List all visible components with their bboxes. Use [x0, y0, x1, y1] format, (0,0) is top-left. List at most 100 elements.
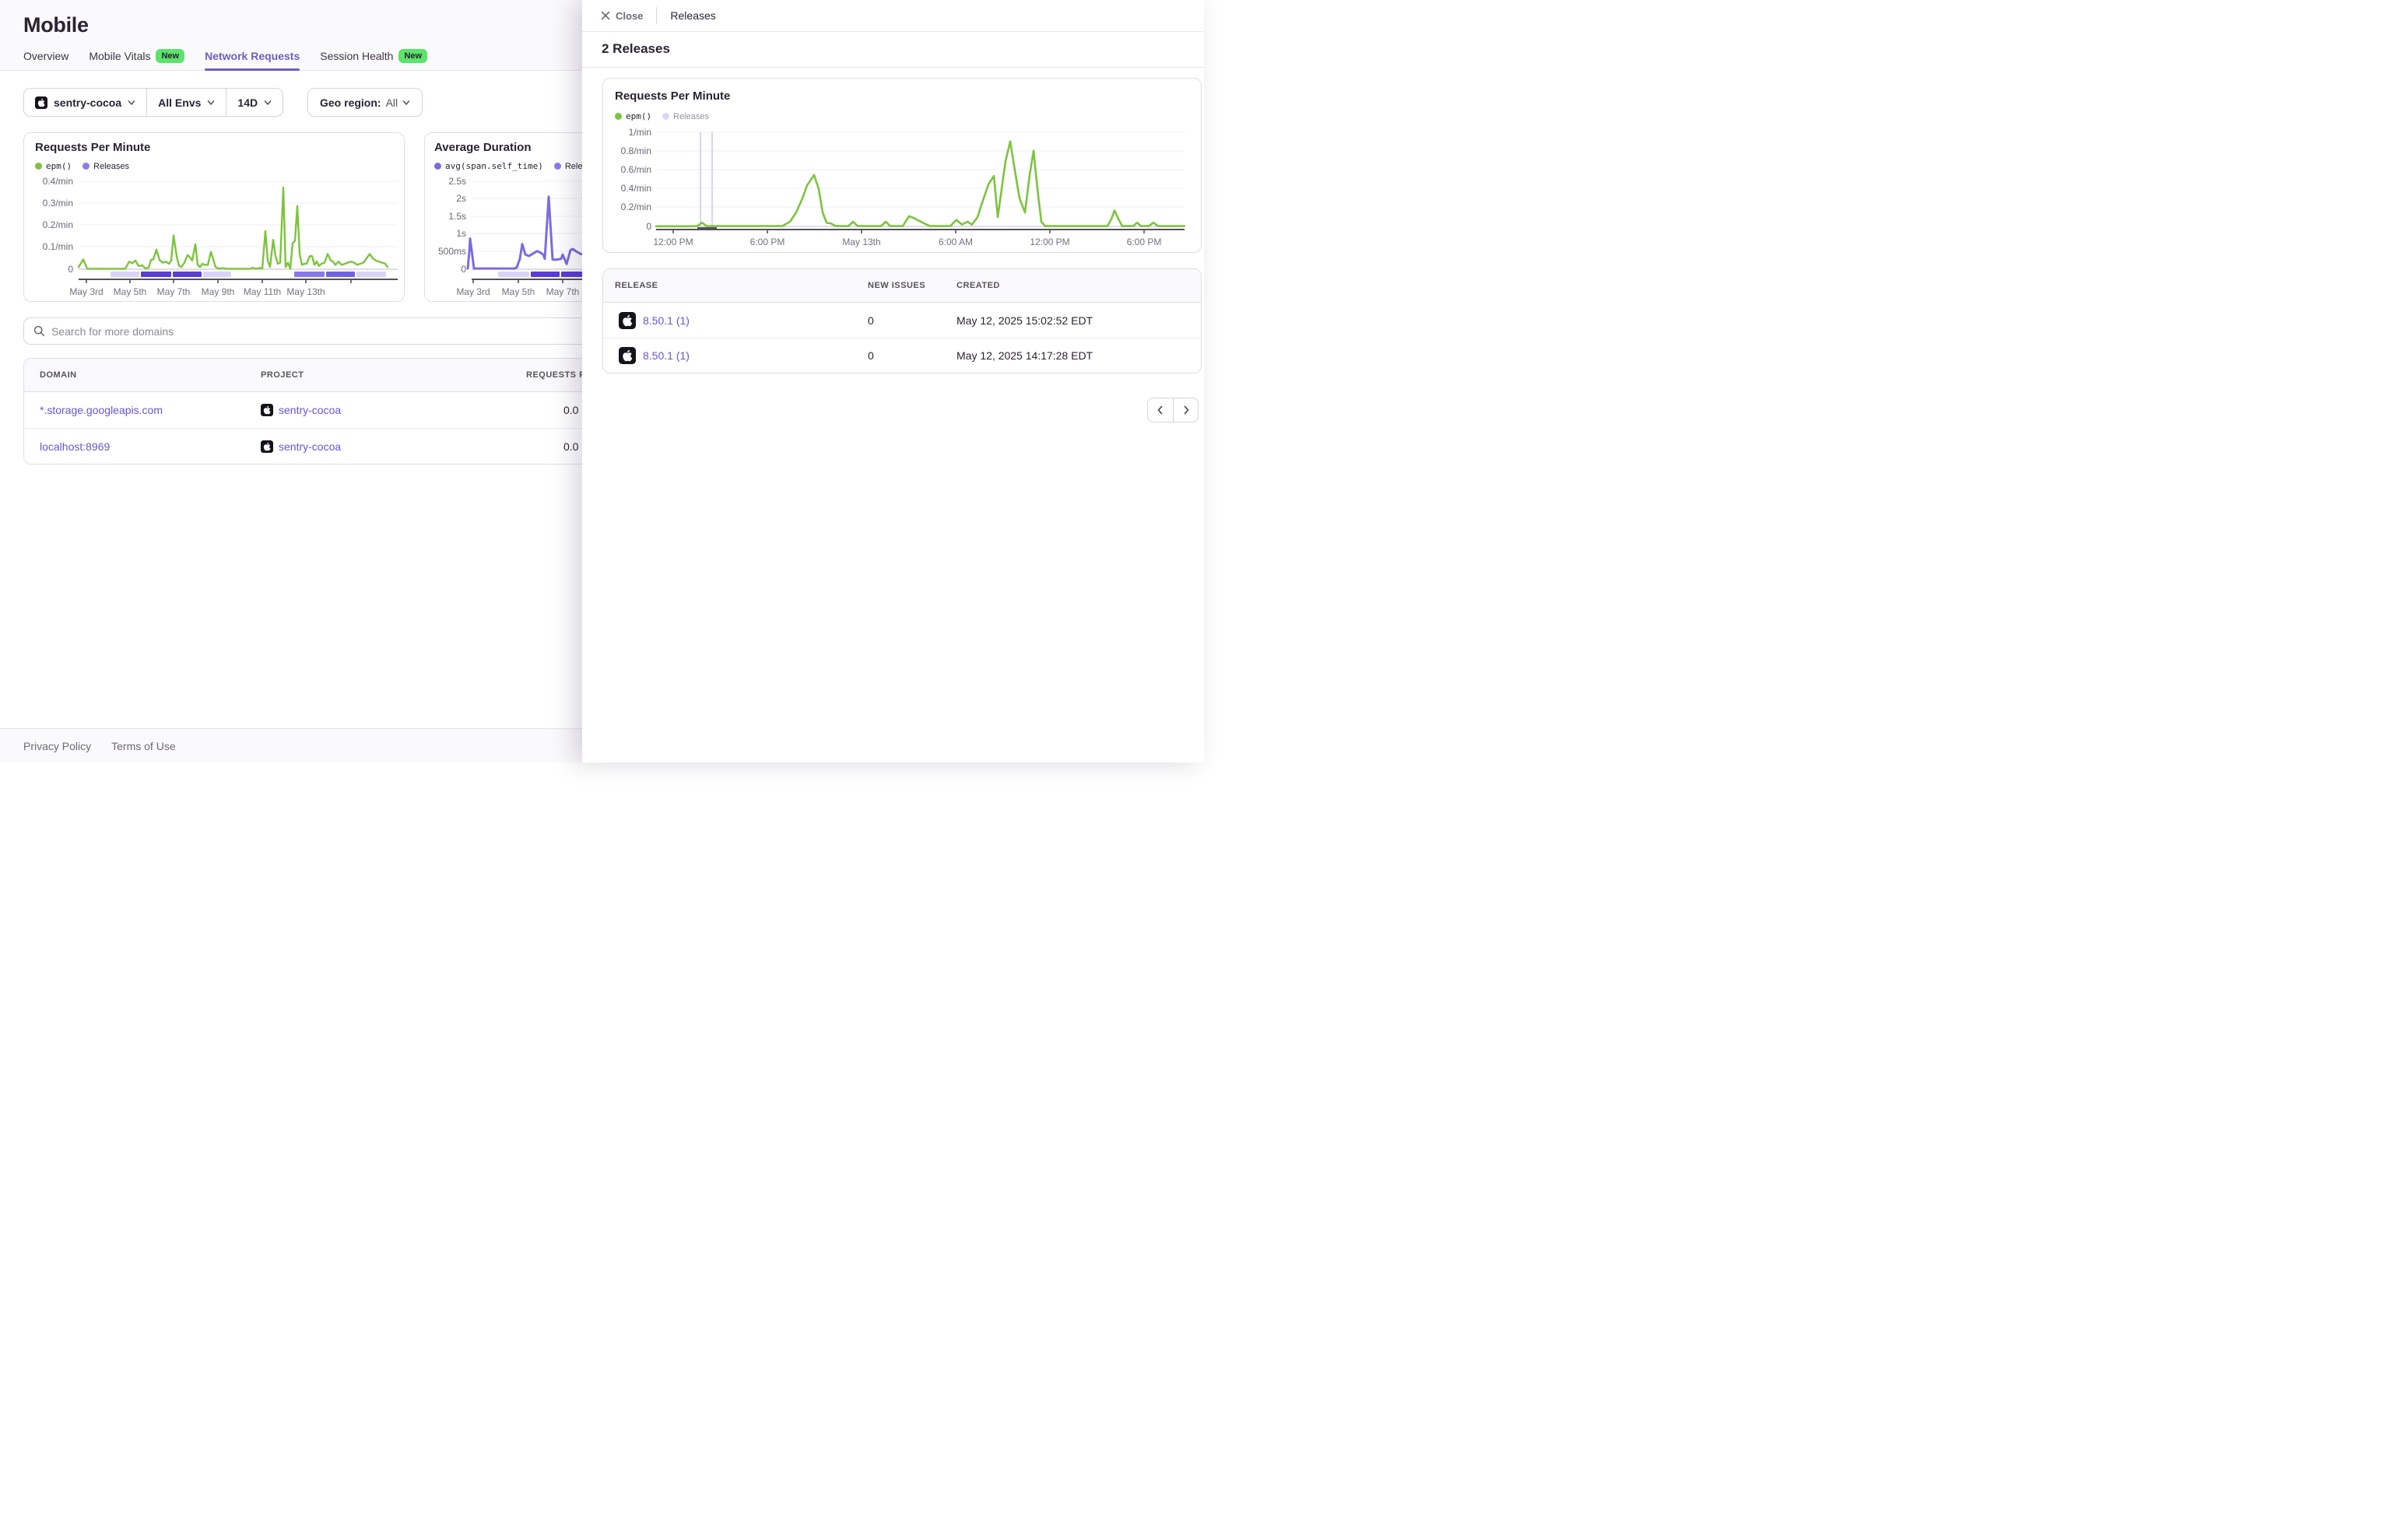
svg-text:1.5s: 1.5s	[448, 211, 466, 222]
svg-text:12:00 PM: 12:00 PM	[1030, 237, 1069, 247]
svg-text:0.8/min: 0.8/min	[621, 145, 651, 156]
geo-region-select[interactable]: Geo region: All	[307, 88, 423, 117]
project-link[interactable]: sentry-cocoa	[279, 404, 342, 416]
chevron-down-icon	[128, 100, 135, 105]
domain-link[interactable]: *.storage.googleapis.com	[40, 404, 163, 416]
legend-releases[interactable]: Releases	[82, 162, 129, 171]
chart-title: Requests Per Minute	[615, 89, 731, 103]
new-issues-value: 0	[868, 314, 874, 327]
legend-dot	[82, 163, 90, 170]
svg-text:0: 0	[461, 264, 466, 275]
svg-text:0.6/min: 0.6/min	[621, 164, 651, 175]
legend-releases[interactable]: Releases	[662, 112, 709, 121]
releases-table-header: RELEASE NEW ISSUES CREATED	[603, 269, 1201, 303]
date-range-select[interactable]: 14D	[226, 89, 283, 116]
created-value: May 12, 2025 14:17:28 EDT	[957, 349, 1093, 362]
apple-icon	[261, 440, 273, 453]
col-release: RELEASE	[615, 281, 658, 290]
legend-epm[interactable]: epm()	[615, 111, 651, 121]
col-created: CREATED	[957, 281, 1000, 290]
apple-icon	[261, 404, 273, 416]
project-select[interactable]: sentry-cocoa	[24, 89, 146, 116]
project-link[interactable]: sentry-cocoa	[279, 440, 342, 453]
close-button[interactable]: Close	[601, 10, 643, 22]
svg-text:May 3rd: May 3rd	[69, 286, 103, 297]
chevron-left-icon	[1157, 405, 1163, 415]
releases-table: RELEASE NEW ISSUES CREATED 8.50.1 (1) 0 …	[602, 268, 1202, 373]
svg-text:May 13th: May 13th	[286, 286, 325, 297]
svg-text:May 7th: May 7th	[157, 286, 191, 297]
tab-session-health[interactable]: Session Health New	[320, 49, 428, 71]
privacy-policy-link[interactable]: Privacy Policy	[23, 739, 92, 752]
divider	[582, 67, 1204, 68]
svg-text:0: 0	[646, 221, 651, 232]
chart-legend: epm() Releases	[615, 111, 709, 121]
legend-dot	[553, 163, 561, 170]
releases-count-heading: 2 Releases	[602, 41, 670, 56]
requests-value: 0.0	[563, 440, 579, 453]
pagination	[1147, 398, 1199, 422]
svg-text:0.2/min: 0.2/min	[621, 202, 651, 212]
page-title: Mobile	[23, 13, 89, 37]
legend-dot	[434, 163, 441, 170]
chart-title: Average Duration	[434, 141, 532, 154]
table-row: 8.50.1 (1) 0 May 12, 2025 14:17:28 EDT	[603, 338, 1201, 373]
chevron-down-icon	[264, 100, 272, 105]
svg-text:6:00 PM: 6:00 PM	[1127, 237, 1162, 247]
svg-text:May 5th: May 5th	[114, 286, 147, 297]
terms-of-use-link[interactable]: Terms of Use	[111, 739, 176, 752]
svg-text:May 3rd: May 3rd	[456, 286, 490, 297]
panel-requests-per-minute-card: 1/min 0.8/min 0.6/min 0.4/min 0.2/min 0 12:00 …	[602, 78, 1202, 253]
chart-legend: avg(span.self_time) Releases	[434, 161, 601, 171]
filter-bar: sentry-cocoa All Envs 14D	[23, 88, 284, 117]
svg-text:0: 0	[68, 264, 73, 275]
svg-text:2s: 2s	[456, 193, 466, 204]
col-new-issues: NEW ISSUES	[868, 281, 926, 290]
svg-text:0.2/min: 0.2/min	[43, 219, 73, 230]
legend-avg-span-self-time[interactable]: avg(span.self_time)	[434, 161, 543, 171]
chevron-down-icon	[208, 100, 215, 105]
requests-per-minute-chart: 0.4/min 0.3/min 0.2/min 0.1/min 0 May 3rd May …	[43, 176, 398, 297]
col-project: PROJECT	[261, 370, 304, 380]
divider	[656, 7, 658, 24]
svg-text:May 11th: May 11th	[244, 286, 281, 297]
svg-text:2.5s: 2.5s	[448, 176, 466, 187]
svg-text:500ms: 500ms	[438, 246, 466, 257]
table-row: 8.50.1 (1) 0 May 12, 2025 15:02:52 EDT	[603, 303, 1201, 338]
svg-text:6:00 PM: 6:00 PM	[750, 237, 785, 247]
release-link[interactable]: 8.50.1 (1)	[643, 349, 690, 362]
panel-title: Releases	[670, 9, 716, 22]
col-requests: REQUESTS P	[526, 370, 585, 380]
chevron-right-icon	[1184, 405, 1188, 415]
chart-legend: epm() Releases	[35, 161, 129, 171]
tab-network-requests[interactable]: Network Requests	[205, 50, 300, 71]
domain-link[interactable]: localhost:8969	[40, 440, 111, 453]
requests-value: 0.0	[563, 404, 579, 416]
chevron-down-icon	[402, 100, 410, 105]
svg-text:0.4/min: 0.4/min	[43, 176, 73, 187]
tab-overview[interactable]: Overview	[23, 50, 69, 62]
release-link[interactable]: 8.50.1 (1)	[643, 314, 690, 327]
chart-title: Requests Per Minute	[35, 141, 151, 154]
svg-text:0.3/min: 0.3/min	[43, 198, 73, 209]
created-value: May 12, 2025 15:02:52 EDT	[957, 314, 1093, 327]
svg-text:May 5th: May 5th	[502, 286, 535, 297]
apple-icon	[619, 311, 636, 329]
legend-dot	[662, 113, 670, 120]
svg-text:1s: 1s	[456, 228, 466, 239]
new-badge: New	[156, 49, 185, 63]
legend-epm[interactable]: epm()	[35, 161, 72, 171]
tab-mobile-vitals[interactable]: Mobile Vitals New	[89, 49, 185, 71]
panel-header: Close Releases	[582, 0, 1204, 32]
environment-select[interactable]: All Envs	[146, 89, 226, 116]
previous-page-button[interactable]	[1147, 398, 1173, 422]
svg-text:1/min: 1/min	[629, 127, 651, 138]
svg-text:12:00 PM: 12:00 PM	[653, 237, 693, 247]
new-badge: New	[398, 49, 428, 63]
app-root: Mobile Overview Mobile Vitals New Network…	[0, 0, 1204, 762]
search-icon	[33, 325, 45, 337]
next-page-button[interactable]	[1173, 398, 1199, 422]
apple-icon	[619, 347, 636, 364]
svg-text:6:00 AM: 6:00 AM	[939, 237, 973, 247]
svg-text:May 13th: May 13th	[842, 237, 880, 247]
